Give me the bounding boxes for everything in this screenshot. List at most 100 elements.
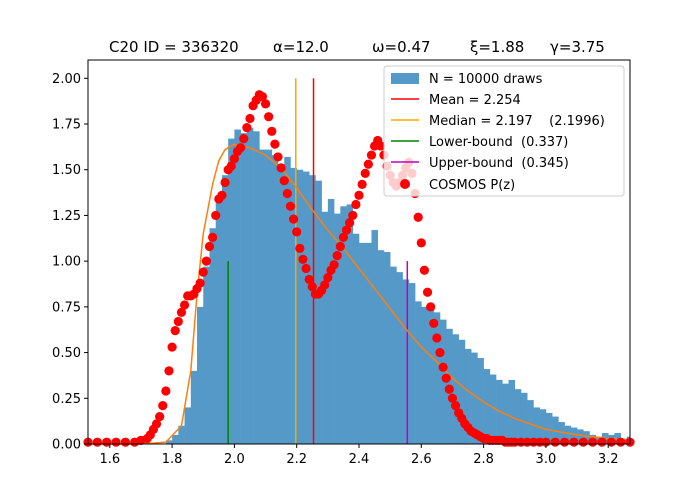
cosmos-point (363, 159, 373, 169)
legend: N = 10000 draws Mean = 2.254 Median = 2.… (383, 65, 625, 197)
legend-label-median: Median = 2.197 (2.1996) (429, 114, 605, 129)
cosmos-point (338, 232, 349, 242)
title-gamma: γ=3.75 (550, 38, 605, 56)
histogram-bar (614, 433, 621, 444)
histogram-bar (365, 242, 372, 444)
cosmos-point (616, 437, 626, 447)
cosmos-point (217, 190, 227, 200)
histogram-bar (433, 312, 441, 444)
cosmos-point (307, 282, 317, 292)
histogram-bar (408, 283, 416, 444)
cosmos-point (155, 411, 165, 422)
title-id: C20 ID = 336320 (109, 38, 239, 56)
x-tick-label: 3.2 (598, 452, 619, 467)
cosmos-point (432, 333, 442, 343)
cosmos-point (438, 362, 448, 372)
legend-label-hist: N = 10000 draws (429, 72, 543, 87)
cosmos-point (550, 437, 560, 447)
histogram-bar (302, 171, 310, 445)
cosmos-point (279, 176, 289, 186)
cosmos-point (161, 386, 171, 396)
cosmos-point (173, 316, 183, 327)
histogram-bar (570, 427, 578, 444)
cosmos-point (242, 123, 252, 133)
y-tick-label: 1.25 (52, 209, 81, 224)
cosmos-point (441, 373, 451, 383)
histogram-bar (165, 440, 173, 444)
cosmos-point (204, 241, 215, 252)
legend-swatch-hist (391, 73, 419, 84)
histogram-bar (452, 334, 459, 444)
cosmos-point (301, 263, 311, 274)
cosmos-point (198, 267, 208, 277)
histogram-bar (284, 156, 291, 444)
histogram-bar (583, 431, 590, 444)
cosmos-point (207, 232, 218, 242)
title-xi: ξ=1.88 (470, 38, 524, 56)
cosmos-point (229, 154, 240, 164)
cosmos-point (335, 241, 345, 252)
histogram-bar (489, 374, 497, 444)
histogram-bar (178, 425, 185, 444)
y-tick-label: 1.75 (52, 118, 81, 133)
histogram-bar (471, 352, 478, 444)
histogram-bar (259, 149, 266, 444)
histogram-bar (203, 266, 210, 444)
histogram-bar (234, 129, 241, 444)
cosmos-point (447, 393, 458, 403)
cosmos-point (345, 218, 355, 228)
y-tick-label: 0.50 (52, 346, 81, 361)
plot-area (83, 78, 635, 447)
histogram-bar (402, 279, 410, 444)
histogram-bar (464, 348, 472, 444)
cosmos-point (273, 152, 283, 162)
cosmos-point (429, 318, 439, 328)
cosmos-point (167, 342, 177, 352)
histogram-bar (439, 319, 447, 444)
histogram-bar (514, 389, 522, 444)
y-tick-label: 0.75 (52, 300, 81, 315)
cosmos-point (245, 113, 255, 124)
histogram-bar (352, 233, 360, 444)
x-tick-label: 3.0 (536, 452, 557, 467)
histogram-bar (190, 370, 198, 444)
cosmos-point (559, 437, 570, 447)
histogram-bar (458, 339, 466, 444)
cosmos-point (588, 437, 598, 447)
cosmos-point (179, 300, 190, 310)
histogram-bar (172, 434, 179, 444)
histogram-bar (527, 400, 534, 444)
y-tick-label: 2.00 (52, 72, 81, 87)
legend-label-upper: Upper-bound (0.345) (429, 156, 569, 171)
cosmos-point (320, 280, 330, 290)
histogram-bar (215, 197, 223, 444)
histogram-bar (371, 230, 378, 444)
cosmos-point (288, 214, 299, 224)
cosmos-point (422, 287, 433, 297)
histogram-bar (209, 228, 217, 444)
cosmos-point (260, 99, 271, 109)
cosmos-point (450, 401, 461, 411)
y-tick-label: 0.00 (52, 438, 81, 453)
x-tick-label: 2.6 (411, 452, 432, 467)
histogram-bar (520, 392, 528, 444)
histogram-bars (165, 127, 631, 445)
cosmos-point (170, 326, 180, 336)
cosmos-point (295, 243, 305, 253)
vertical-lines (227, 78, 409, 444)
cosmos-point (426, 302, 436, 312)
cosmos-point (329, 260, 339, 270)
histogram-bar (390, 266, 397, 444)
cosmos-point (239, 134, 249, 144)
legend-label-cosmos: COSMOS P(z) (429, 178, 515, 193)
title-alpha: α=12.0 (273, 38, 329, 56)
cosmos-point (220, 177, 230, 188)
cosmos-point (276, 163, 286, 173)
cosmos-point (348, 210, 358, 221)
x-tick-label: 2.0 (224, 452, 245, 467)
histogram-bar (545, 412, 553, 444)
legend-label-mean: Mean = 2.254 (429, 93, 521, 108)
histogram-bar (539, 409, 547, 444)
cosmos-point (282, 188, 292, 199)
cosmos-point (264, 112, 274, 122)
